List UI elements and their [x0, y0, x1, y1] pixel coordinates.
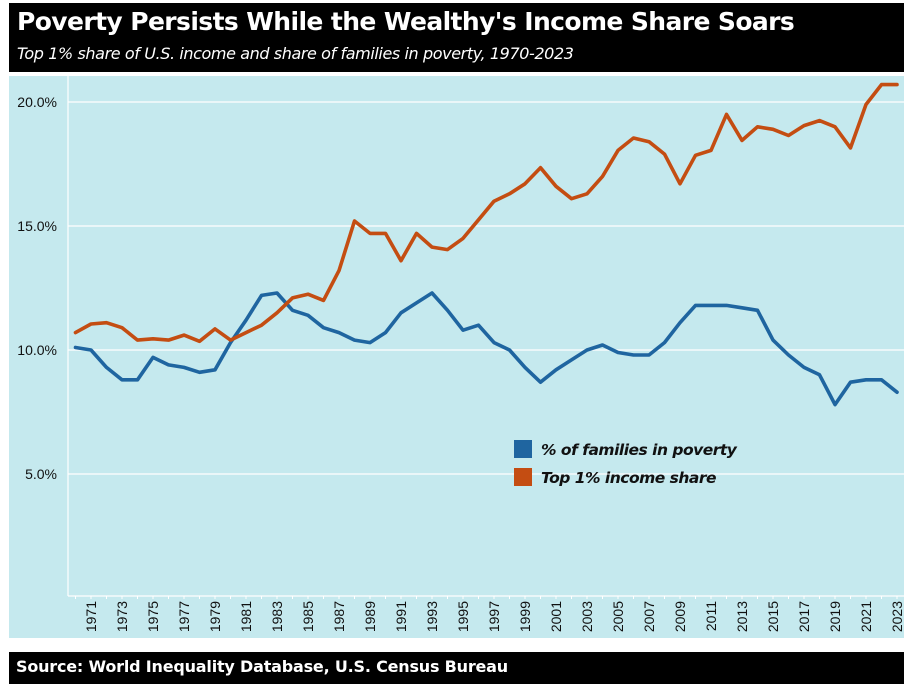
x-tick-label: 2015: [765, 601, 781, 632]
chart-subtitle: Top 1% share of U.S. income and share of…: [17, 44, 574, 63]
legend-swatch: [514, 468, 532, 486]
x-tick-label: 1985: [300, 601, 316, 632]
x-tick-label: 1991: [393, 601, 409, 632]
x-tick-label: 1981: [238, 601, 254, 632]
legend-label: Top 1% income share: [541, 469, 716, 487]
x-tick-label: 1995: [455, 601, 471, 632]
chart-header: Poverty Persists While the Wealthy's Inc…: [9, 3, 904, 72]
y-axis-ticks: 5.0% 10.0% 15.0% 20.0%: [17, 94, 57, 482]
x-axis-ticks: 1971 1973 1975 1977 1979 1981 1983 1985 1987 1989…: [75, 596, 905, 632]
x-tick-label: 1997: [486, 601, 502, 632]
x-tick-label: 1989: [362, 601, 378, 632]
gridlines: [67, 76, 904, 597]
series-lines: [73, 82, 899, 407]
y-tick-label: 15.0%: [17, 218, 57, 234]
x-tick-label: 2001: [548, 601, 564, 632]
x-tick-label: 2013: [734, 601, 750, 632]
y-tick-label: 10.0%: [17, 342, 57, 358]
legend-label: % of families in poverty: [541, 441, 738, 459]
x-tick-label: 2009: [672, 601, 688, 632]
x-tick-label: 1971: [83, 601, 99, 632]
x-tick-label: 2017: [796, 601, 812, 632]
series-line-of-families-in-poverty: [73, 291, 899, 407]
x-tick-label: 2011: [703, 601, 719, 631]
x-tick-label: 2023: [889, 601, 905, 632]
x-tick-label: 2005: [610, 601, 626, 632]
x-tick-label: 1979: [207, 601, 223, 632]
x-tick-label: 2019: [827, 601, 843, 632]
y-tick-label: 20.0%: [17, 94, 57, 110]
x-tick-label: 1999: [517, 601, 533, 632]
legend: % of families in poverty Top 1% income sh…: [514, 440, 738, 487]
plot-background: [9, 76, 904, 638]
x-tick-label: 1977: [176, 601, 192, 632]
x-tick-label: 1973: [114, 601, 130, 632]
legend-swatch: [514, 440, 532, 458]
x-tick-label: 1983: [269, 601, 285, 632]
chart-title: Poverty Persists While the Wealthy's Inc…: [17, 7, 795, 36]
y-tick-label: 5.0%: [25, 466, 57, 482]
series-line-top-1-income-share: [73, 82, 899, 344]
x-tick-label: 2021: [858, 601, 874, 632]
chart-footer: Source: World Inequality Database, U.S. …: [9, 652, 904, 684]
x-tick-label: 1987: [331, 601, 347, 632]
x-tick-label: 1975: [145, 601, 161, 632]
source-note: Source: World Inequality Database, U.S. …: [16, 657, 508, 676]
x-tick-label: 2007: [641, 601, 657, 632]
x-tick-label: 2003: [579, 601, 595, 632]
x-tick-label: 1993: [424, 601, 440, 632]
